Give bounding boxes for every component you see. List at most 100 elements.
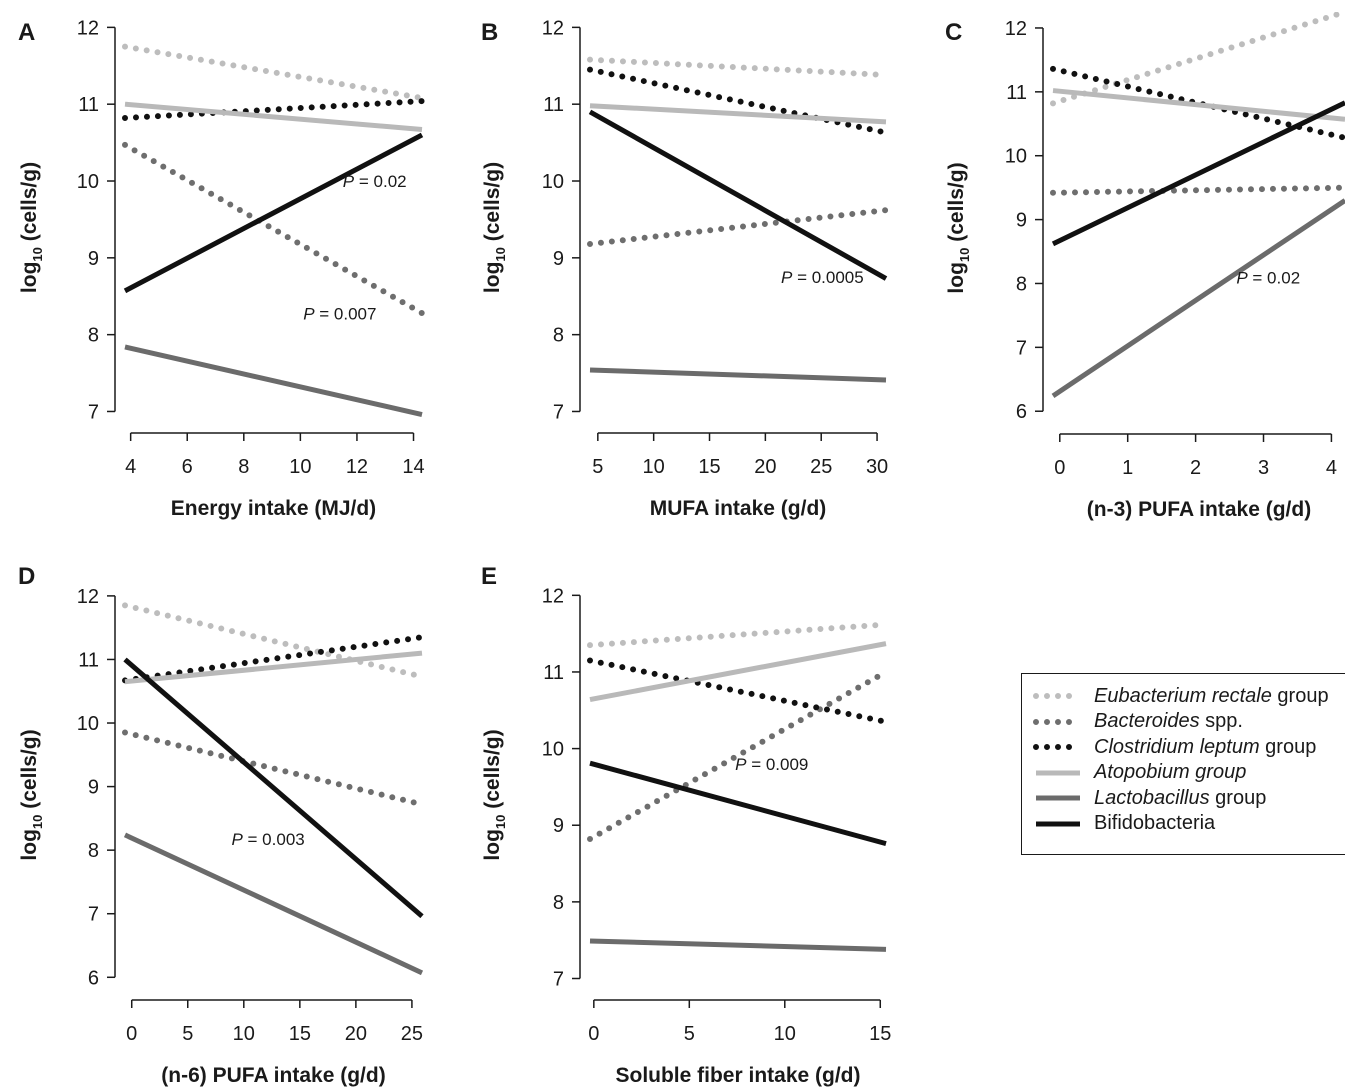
x-tick-label: 2 [1190, 457, 1201, 479]
p-value-annotation: P = 0.003 [231, 830, 304, 849]
y-tick-label: 10 [77, 713, 99, 735]
p-value-annotation: P = 0.0005 [781, 268, 864, 287]
y-tick-label: 10 [77, 171, 99, 193]
x-tick-label: 4 [1326, 457, 1337, 479]
y-tick-label: 7 [553, 969, 564, 991]
series-line [589, 938, 887, 952]
y-tick-label: 11 [543, 94, 564, 116]
x-tick-label: 25 [401, 1023, 423, 1045]
y-axis-label: log10 (cells/g) [481, 162, 508, 293]
panel-letter: A [18, 19, 35, 46]
x-tick-label: 10 [774, 1023, 796, 1045]
y-tick-label: 8 [553, 325, 564, 347]
y-tick-label: 8 [88, 325, 99, 347]
y-tick-label: 10 [1005, 146, 1027, 168]
x-tick-label: 20 [754, 456, 776, 478]
x-tick-label: 10 [289, 456, 311, 478]
y-tick-label: 10 [542, 739, 564, 761]
y-tick-label: 8 [1016, 273, 1027, 295]
y-tick-label: 11 [78, 94, 99, 116]
panel-a: A 7 8 9 10 11 12 4 6 8 10 12 14 Energy intake (MJ/d) l… [18, 17, 425, 520]
series-line [588, 109, 888, 281]
x-tick-label: 25 [810, 456, 832, 478]
panel-e: E 7 8 9 10 11 12 0 5 10 15 Soluble fiber intake (g/… [481, 563, 891, 1087]
x-tick-label: 5 [182, 1023, 193, 1045]
series-line [122, 141, 425, 317]
x-tick-label: 14 [402, 456, 424, 478]
series-line [589, 641, 887, 703]
legend-item: Atopobium group [1032, 761, 1246, 785]
x-axis-label: (n-6) PUFA intake (g/d) [161, 1064, 385, 1087]
p-value-annotation: P = 0.007 [303, 304, 376, 323]
series-line [587, 668, 889, 843]
panel-letter: E [481, 563, 497, 590]
series-line [587, 56, 889, 78]
y-tick-label: 12 [542, 585, 564, 607]
legend-item: Eubacterium rectale group [1032, 684, 1329, 708]
series-line [587, 207, 889, 248]
legend-label: Lactobacillus group [1094, 786, 1267, 809]
y-axis-label: log10 (cells/g) [18, 729, 45, 860]
legend-item: Lactobacillus group [1032, 786, 1266, 810]
legend-swatch [1036, 770, 1080, 775]
series-line [1050, 184, 1345, 196]
x-tick-label: 15 [869, 1023, 891, 1045]
x-tick-label: 30 [866, 456, 888, 478]
legend: Eubacterium rectale group Bacteroides spp… [1021, 673, 1345, 855]
x-axis-label: (n-3) PUFA intake (g/d) [1087, 498, 1311, 521]
x-tick-label: 5 [684, 1023, 695, 1045]
y-tick-label: 6 [88, 967, 99, 989]
x-tick-label: 10 [233, 1023, 255, 1045]
y-tick-label: 8 [88, 840, 99, 862]
series-line [1051, 100, 1345, 247]
y-tick-label: 11 [543, 662, 564, 684]
y-tick-label: 9 [1016, 210, 1027, 232]
series-line [123, 132, 424, 294]
y-tick-label: 10 [542, 171, 564, 193]
series-line [1052, 88, 1345, 122]
x-axis-label: Soluble fiber intake (g/d) [615, 1064, 860, 1087]
y-tick-label: 12 [1005, 18, 1027, 40]
series-line [122, 43, 425, 102]
panel-d: D 6 7 8 9 10 11 12 0 5 10 15 20 25 (n-6) PUFA intake (… [18, 563, 425, 1087]
panel-letter: D [18, 563, 35, 590]
series-line [587, 621, 889, 649]
series-line [123, 832, 424, 976]
legend-swatch [1033, 718, 1083, 725]
x-tick-label: 4 [125, 456, 136, 478]
x-axis-label: Energy intake (MJ/d) [171, 497, 376, 520]
x-tick-label: 3 [1258, 457, 1269, 479]
x-tick-label: 6 [182, 456, 193, 478]
y-tick-label: 9 [553, 248, 564, 270]
panel-b: B 7 8 9 10 11 12 5 10 15 20 25 30 MUFA intake (g/d) lo… [481, 17, 889, 520]
legend-item: Bacteroides spp. [1032, 710, 1243, 734]
x-tick-label: 0 [126, 1023, 137, 1045]
series-line [124, 650, 423, 685]
y-tick-label: 12 [77, 586, 99, 608]
x-tick-label: 12 [346, 456, 368, 478]
series-line [589, 367, 887, 383]
legend-swatch [1036, 795, 1080, 801]
y-tick-label: 11 [1006, 82, 1027, 104]
p-value-annotation: P = 0.02 [343, 172, 407, 191]
x-axis-label: MUFA intake (g/d) [650, 497, 827, 520]
legend-swatch [1033, 744, 1083, 750]
y-axis-label: log10 (cells/g) [18, 162, 45, 293]
series-line [122, 634, 425, 684]
p-value-annotation: P = 0.009 [735, 755, 808, 774]
legend-swatch [1036, 821, 1080, 826]
legend-item: Bifidobacteria [1032, 812, 1215, 836]
legend-swatch [1033, 693, 1083, 699]
series-line [587, 66, 889, 136]
x-tick-label: 0 [1054, 457, 1065, 479]
panel-letter: C [945, 19, 962, 46]
series-line [124, 101, 423, 133]
series-line [589, 103, 887, 125]
x-tick-label: 8 [238, 456, 249, 478]
y-tick-label: 11 [78, 649, 99, 671]
series-line [122, 729, 425, 808]
legend-label: Clostridium leptum group [1094, 735, 1317, 758]
p-value-annotation: P = 0.02 [1236, 268, 1300, 287]
